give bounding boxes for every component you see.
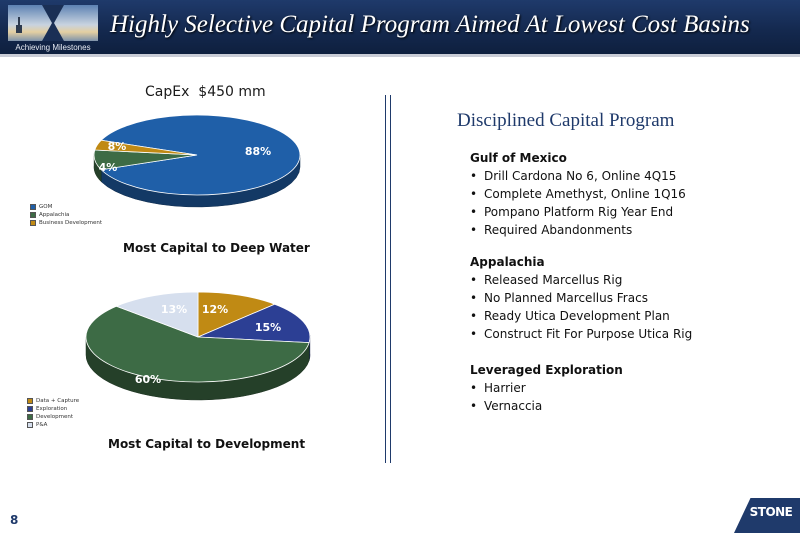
header-bar: Achieving Milestones Highly Selective Ca… (0, 0, 800, 57)
list-item: Required Abandonments (484, 221, 686, 239)
legend-label: Data + Capture (36, 398, 80, 404)
list-item: Drill Cardona No 6, Online 4Q15 (484, 167, 686, 185)
legend-swatch (30, 220, 36, 226)
pie-slice-1-0 (197, 291, 276, 338)
pie-chart-capex-by-activity: 12% 15% 60% 13% (85, 291, 311, 401)
program-title: Disciplined Capital Program (457, 110, 675, 131)
legend-swatch (30, 204, 36, 210)
bullet-list: Released Marcellus Rig No Planned Marcel… (484, 271, 692, 343)
legend-label: GOM (39, 204, 53, 210)
legend-item: Exploration (27, 405, 79, 413)
data-label-1-3: 13% (161, 303, 187, 316)
list-item: Vernaccia (484, 397, 623, 415)
capex-label: CapEx $450 mm (145, 84, 266, 100)
data-label-0-1: 8% (108, 140, 127, 153)
list-item: Harrier (484, 379, 623, 397)
legend-label: Business Development (39, 220, 103, 226)
legend-swatch (27, 406, 33, 412)
data-label-0-0: 88% (245, 145, 271, 158)
pie-caption-deep-water: Most Capital to Deep Water (123, 241, 310, 255)
legend-swatch (27, 398, 33, 404)
legend-swatch (30, 212, 36, 218)
legend-item: GOM (30, 203, 102, 211)
pie-caption-development: Most Capital to Development (108, 437, 306, 451)
section-heading: Leveraged Exploration (470, 363, 623, 377)
page-number: 8 (10, 513, 19, 527)
legend-label: P&A (36, 422, 48, 428)
section-appalachia: Appalachia Released Marcellus Rig No Pla… (470, 253, 692, 343)
bullet-list: Drill Cardona No 6, Online 4Q15 Complete… (484, 167, 686, 239)
list-item: Ready Utica Development Plan (484, 307, 692, 325)
footer-logo-text: STONE (749, 505, 793, 519)
legend-item: Appalachia (30, 211, 102, 219)
list-item: Construct Fit For Purpose Utica Rig (484, 325, 692, 343)
section-gulf-of-mexico: Gulf of Mexico Drill Cardona No 6, Onlin… (470, 149, 686, 239)
pie-slice-1-2 (85, 305, 310, 383)
legend-capex-by-activity: Data + Capture Exploration Development P&A (27, 397, 79, 429)
legend-swatch (27, 422, 33, 428)
page-title: Highly Selective Capital Program Aimed A… (110, 11, 750, 38)
list-item: Complete Amethyst, Online 1Q16 (484, 185, 686, 203)
legend-item: Business Development (30, 219, 102, 227)
data-label-1-2: 60% (135, 373, 161, 386)
legend-label: Development (36, 414, 74, 420)
pie-slice-0-0 (100, 114, 301, 196)
divider-line-left (385, 95, 386, 463)
legend-label: Exploration (36, 406, 68, 412)
divider-line-right (390, 95, 391, 463)
logo-image (8, 5, 98, 41)
data-label-1-0: 12% (202, 303, 228, 316)
list-item: Pompano Platform Rig Year End (484, 203, 686, 221)
data-label-0-2: 4% (99, 161, 118, 174)
logo-caption: Achieving Milestones (15, 43, 91, 52)
legend-item: Data + Capture (27, 397, 79, 405)
pie-slice-1-3 (115, 291, 199, 338)
capex-label-text: CapEx (145, 84, 190, 100)
section-leveraged-exploration: Leveraged Exploration Harrier Vernaccia (470, 361, 623, 415)
list-item: Released Marcellus Rig (484, 271, 692, 289)
pie-slice-0-2 (94, 139, 198, 156)
section-heading: Appalachia (470, 255, 545, 269)
bullet-list: Harrier Vernaccia (484, 379, 623, 415)
legend-item: P&A (27, 421, 79, 429)
company-logo: Achieving Milestones (8, 5, 98, 53)
legend-capex-by-area: GOM Appalachia Business Development (30, 203, 102, 227)
list-item: No Planned Marcellus Fracs (484, 289, 692, 307)
capex-value: $450 mm (198, 84, 266, 100)
section-heading: Gulf of Mexico (470, 151, 567, 165)
data-label-1-1: 15% (255, 321, 281, 334)
pie-slice-1-1 (197, 303, 311, 344)
legend-label: Appalachia (39, 212, 70, 218)
legend-swatch (27, 414, 33, 420)
pie-chart-capex-by-area: 88% 8% 4% (93, 114, 301, 208)
legend-item: Development (27, 413, 79, 421)
